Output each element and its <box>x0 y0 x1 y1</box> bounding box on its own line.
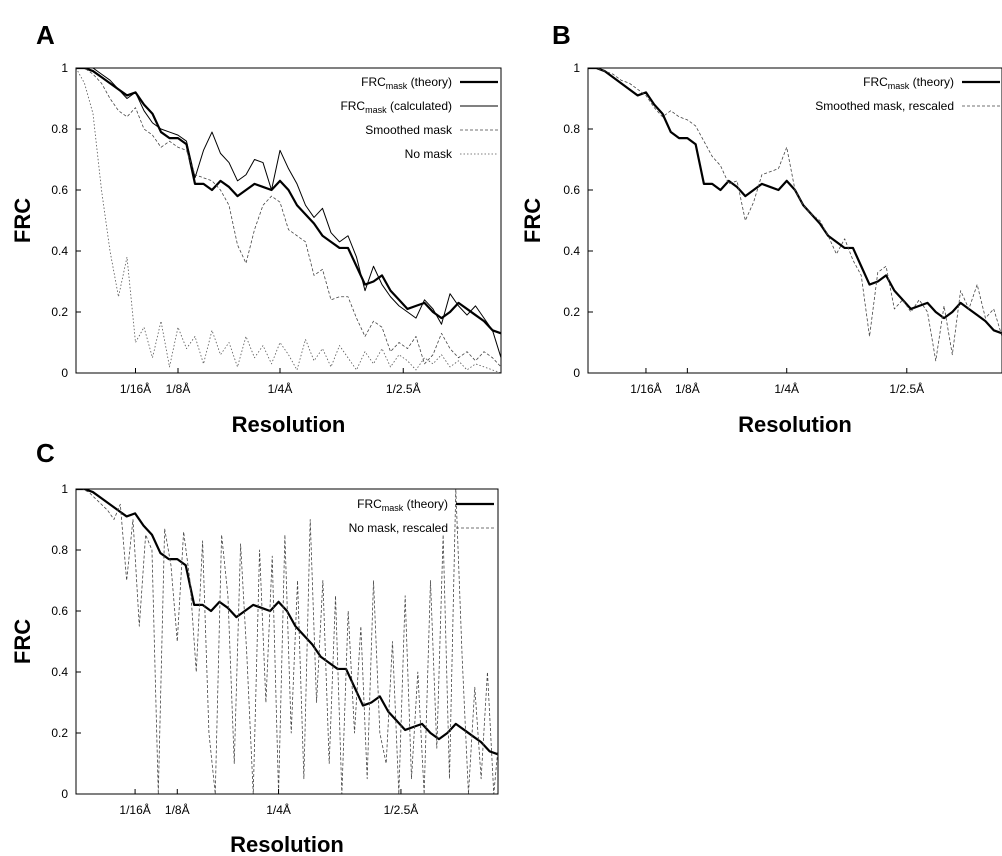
series-line-3 <box>76 68 501 368</box>
y-tick-label: 0.6 <box>51 183 68 197</box>
series-line-2 <box>76 68 501 358</box>
legend: FRCmask (theory) No mask, rescaled <box>349 497 494 535</box>
plot-frame <box>75 67 502 374</box>
y-tick-label: 0.8 <box>51 122 68 136</box>
y-axis-title: FRC <box>520 198 545 243</box>
legend-label: FRCmask (theory) <box>361 75 452 91</box>
series-group <box>76 489 498 794</box>
series-line-4 <box>76 68 501 373</box>
panel-label: A <box>36 20 55 50</box>
x-axis-title: Resolution <box>232 412 346 437</box>
x-tick-label: 1/16Å <box>119 802 150 817</box>
y-tick-label: 0.6 <box>51 604 68 618</box>
legend-label: FRCmask (theory) <box>863 75 954 91</box>
y-tick-label: 0.2 <box>51 726 68 740</box>
y-tick-label: 0 <box>61 787 68 801</box>
legend-label: FRCmask (theory) <box>357 497 448 513</box>
y-tick-label: 0.2 <box>563 305 580 319</box>
y-tick-label: 0.4 <box>563 244 580 258</box>
panel-label: C <box>36 438 55 468</box>
x-tick-label: 1/16Å <box>120 381 151 396</box>
legend-label: No mask <box>405 147 453 161</box>
y-tick-label: 0.8 <box>51 543 68 557</box>
x-tick-label: 1/4Å <box>268 381 293 396</box>
x-tick-label: 1/2.5Å <box>889 381 924 396</box>
legend-label: No mask, rescaled <box>349 521 448 535</box>
y-axis-title: FRC <box>10 198 35 243</box>
y-tick-label: 0.4 <box>51 244 68 258</box>
legend-label: FRCmask (calculated) <box>340 99 452 115</box>
series-line-2 <box>76 489 498 794</box>
series-group <box>76 68 501 373</box>
x-tick-label: 1/2.5Å <box>384 802 419 817</box>
y-tick-label: 0.8 <box>563 122 580 136</box>
x-tick-label: 1/16Å <box>630 381 661 396</box>
y-tick-label: 1 <box>573 61 580 75</box>
panel-c: C 0 0.2 0.4 0.6 0.8 1 1/16Å 1/8Å 1/4Å 1/2.5Å Resolu… <box>10 438 499 856</box>
y-tick-label: 0 <box>61 366 68 380</box>
x-axis-title: Resolution <box>738 412 852 437</box>
x-tick-label: 1/8Å <box>166 381 191 396</box>
y-tick-label: 1 <box>61 61 68 75</box>
y-axis-title: FRC <box>10 619 35 664</box>
x-tick-label: 1/4Å <box>266 802 291 817</box>
series-line-1 <box>76 489 498 756</box>
y-tick-label: 0 <box>573 366 580 380</box>
legend-label: Smoothed mask <box>365 123 453 137</box>
y-tick-label: 0.6 <box>563 183 580 197</box>
panel-b: B 0 0.2 0.4 0.6 0.8 1 1/16Å 1/8Å 1/4Å 1/2.5Å Resolu… <box>520 20 1002 437</box>
panel-label: B <box>552 20 571 50</box>
x-tick-label: 1/8Å <box>165 802 190 817</box>
x-axis-title: Resolution <box>230 832 344 856</box>
y-tick-label: 1 <box>61 482 68 496</box>
plot-frame <box>587 67 1002 374</box>
series-line-2 <box>588 68 1002 362</box>
legend: FRCmask (theory) Smoothed mask, rescaled <box>815 75 1000 113</box>
y-tick-label: 0.2 <box>51 305 68 319</box>
x-tick-label: 1/8Å <box>675 381 700 396</box>
plot-frame <box>75 488 499 795</box>
x-tick-label: 1/2.5Å <box>386 381 421 396</box>
legend-label: Smoothed mask, rescaled <box>815 99 954 113</box>
series-line-1 <box>76 68 501 335</box>
series-group <box>588 68 1002 362</box>
legend: FRCmask (theory) FRCmask (calculated) Smoo… <box>340 75 498 161</box>
panel-a: A 0 0.2 0.4 0.6 0.8 1 1/16Å 1/8Å 1/4Å 1/2.5Å Resolu… <box>10 20 502 437</box>
x-tick-label: 1/4Å <box>774 381 799 396</box>
y-tick-label: 0.4 <box>51 665 68 679</box>
